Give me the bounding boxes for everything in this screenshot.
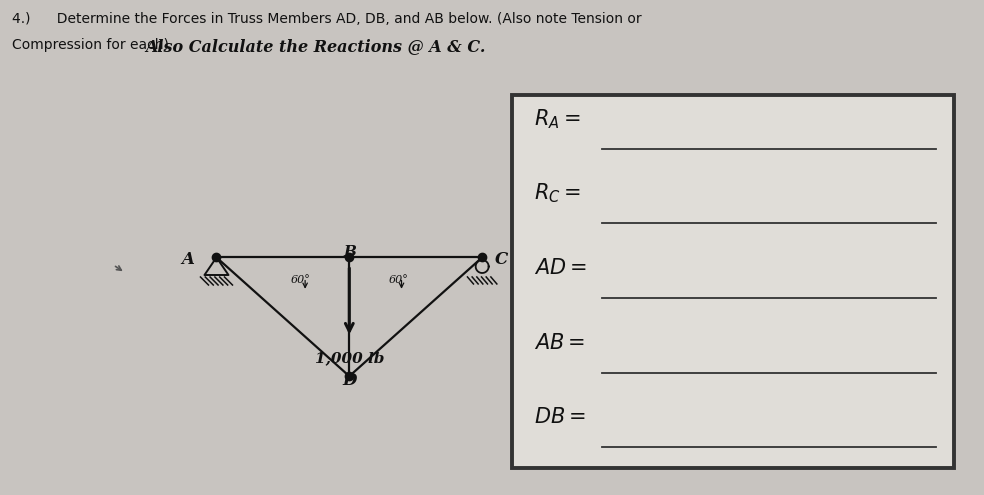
Text: Compression for each): Compression for each)	[12, 38, 178, 52]
Bar	[512, 95, 954, 468]
Text: $AB=$: $AB=$	[533, 333, 584, 352]
Text: 60°: 60°	[290, 275, 310, 285]
Text: D: D	[342, 372, 356, 389]
Text: A: A	[181, 251, 194, 268]
Text: 60°: 60°	[389, 275, 408, 285]
Text: B: B	[342, 245, 356, 259]
Text: Also Calculate the Reactions @ A & C.: Also Calculate the Reactions @ A & C.	[145, 38, 485, 55]
Text: $DB=$: $DB=$	[533, 407, 585, 427]
Text: 4.)      Determine the Forces in Truss Members AD, DB, and AB below. (Also note : 4.) Determine the Forces in Truss Member…	[12, 12, 642, 26]
Text: 1,000 lb: 1,000 lb	[315, 351, 384, 365]
Text: $R_A=$: $R_A=$	[533, 107, 581, 131]
Text: $AD=$: $AD=$	[533, 258, 586, 278]
Text: $R_C=$: $R_C=$	[533, 182, 581, 205]
Text: C: C	[495, 251, 508, 268]
